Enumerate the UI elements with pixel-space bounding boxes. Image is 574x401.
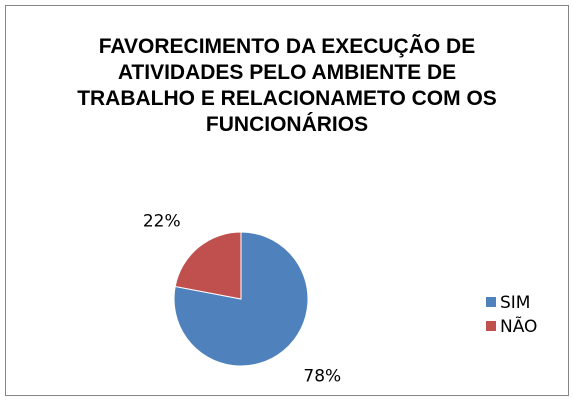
legend-swatch bbox=[486, 321, 496, 331]
data-label: 22% bbox=[143, 211, 181, 231]
legend-label: SIM bbox=[500, 293, 530, 313]
pie-slice bbox=[173, 231, 309, 367]
legend-swatch bbox=[486, 297, 496, 307]
chart-title: FAVORECIMENTO DA EXECUÇÃO DE ATIVIDADES … bbox=[77, 35, 497, 136]
pie-slice bbox=[174, 231, 242, 300]
data-label: 78% bbox=[303, 367, 341, 387]
legend-label: NÃO bbox=[500, 315, 537, 337]
